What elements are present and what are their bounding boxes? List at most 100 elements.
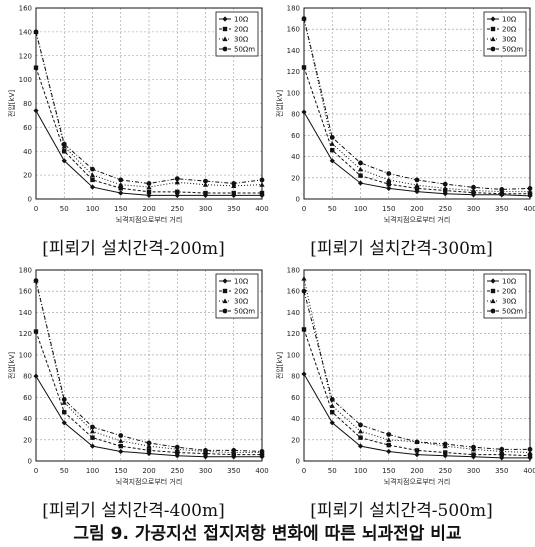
data-point [174, 192, 180, 199]
series-2 [301, 65, 533, 196]
data-point [301, 371, 307, 377]
x-tick-label: 150 [114, 205, 127, 213]
data-point [61, 158, 67, 164]
panel-title: [피뢰기 설치간격-400m] [42, 501, 225, 521]
legend-label: 20Ω [502, 288, 517, 296]
data-point [118, 186, 123, 191]
data-point [174, 444, 180, 450]
data-point [118, 448, 124, 455]
data-point [89, 443, 96, 449]
legend-marker [222, 46, 228, 52]
x-tick-label: 0 [34, 467, 38, 475]
data-point [61, 141, 67, 147]
data-point [329, 403, 335, 408]
data-point [89, 172, 96, 178]
data-point [118, 433, 124, 438]
y-tick-label: 100 [287, 351, 300, 359]
legend: 10Ω 20Ω 30Ω 50Ωm [215, 11, 259, 57]
data-point [386, 437, 392, 442]
data-point [231, 452, 236, 457]
data-point [330, 409, 335, 415]
x-tick-label: 50 [328, 467, 337, 475]
y-tick-label: 20 [23, 172, 32, 180]
legend-label: 50Ωm [502, 308, 523, 316]
legend-label: 20Ω [234, 288, 249, 296]
x-tick-label: 200 [410, 205, 423, 213]
x-tick-label: 200 [142, 205, 155, 213]
legend-label: 20Ω [502, 26, 517, 34]
data-point [146, 192, 152, 199]
data-point [259, 449, 265, 454]
y-tick-label: 0 [296, 458, 300, 466]
y-tick-label: 80 [291, 111, 300, 119]
y-tick-label: 20 [291, 436, 300, 444]
data-point [62, 409, 67, 415]
data-point [442, 185, 448, 191]
y-tick-label: 140 [287, 47, 300, 55]
x-tick-label: 400 [523, 467, 535, 475]
data-point [386, 181, 391, 187]
data-point [358, 160, 363, 166]
data-point [146, 181, 152, 186]
data-point [527, 446, 533, 452]
plot-frame [303, 269, 531, 462]
y-tick-label: 180 [287, 5, 300, 13]
legend-marker [222, 16, 228, 22]
legend-marker [490, 26, 496, 32]
x-tick-label: 300 [199, 467, 212, 475]
y-tick-label: 140 [19, 309, 32, 317]
data-point [146, 443, 152, 449]
data-point [471, 444, 476, 450]
panel-title: [피뢰기 설치간격-300m] [310, 239, 493, 259]
x-tick-label: 50 [60, 205, 69, 213]
data-point [414, 448, 420, 453]
x-axis-label: 뇌격지점으로부터 거리 [116, 215, 183, 224]
data-point [499, 446, 505, 452]
data-point [89, 184, 96, 190]
x-tick-label: 50 [60, 467, 69, 475]
data-point [33, 278, 39, 284]
data-point [231, 190, 236, 196]
y-tick-label: 180 [19, 267, 32, 275]
y-tick-label: 40 [23, 415, 32, 423]
data-point [329, 135, 335, 140]
y-tick-label: 0 [296, 196, 300, 204]
data-point [146, 440, 152, 446]
y-axis-label: 전압[kV] [7, 352, 16, 379]
x-tick-label: 250 [171, 205, 184, 213]
x-tick-label: 0 [34, 205, 38, 213]
series-4 [33, 278, 265, 454]
chart-panel-200m: 0 20 40 60 80 100 120 140 160 0 50 100 150 200 250 300 3… [0, 0, 269, 268]
y-tick-label: 120 [287, 330, 300, 338]
x-tick-label: 350 [495, 467, 508, 475]
y-tick-label: 40 [291, 153, 300, 161]
series-2 [33, 329, 265, 457]
legend-label: 10Ω [502, 16, 517, 24]
data-point [175, 450, 180, 455]
legend: 10Ω 20Ω 30Ω 50Ωm [483, 273, 527, 319]
data-point [499, 191, 504, 196]
data-point [146, 184, 152, 190]
y-tick-label: 80 [291, 373, 300, 381]
data-point [175, 189, 180, 195]
x-tick-label: 0 [302, 205, 306, 213]
y-tick-label: 80 [23, 373, 32, 381]
y-tick-label: 120 [19, 52, 32, 60]
data-point [386, 442, 391, 448]
data-point [118, 177, 124, 183]
data-point [203, 178, 208, 184]
data-point [358, 422, 363, 428]
data-point [174, 179, 180, 185]
series-line [35, 280, 262, 454]
series-4 [33, 29, 265, 186]
data-point [90, 177, 95, 183]
x-tick-label: 350 [227, 205, 240, 213]
data-point [118, 443, 123, 449]
series-line [35, 67, 262, 194]
chart-svg: 0 20 40 60 80 100 120 140 160 0 50 100 150 200 250 300 3… [7, 5, 269, 225]
series-3 [301, 16, 533, 194]
y-tick-label: 0 [28, 458, 32, 466]
data-point [146, 189, 152, 195]
data-point [386, 171, 392, 176]
data-point [61, 400, 67, 405]
